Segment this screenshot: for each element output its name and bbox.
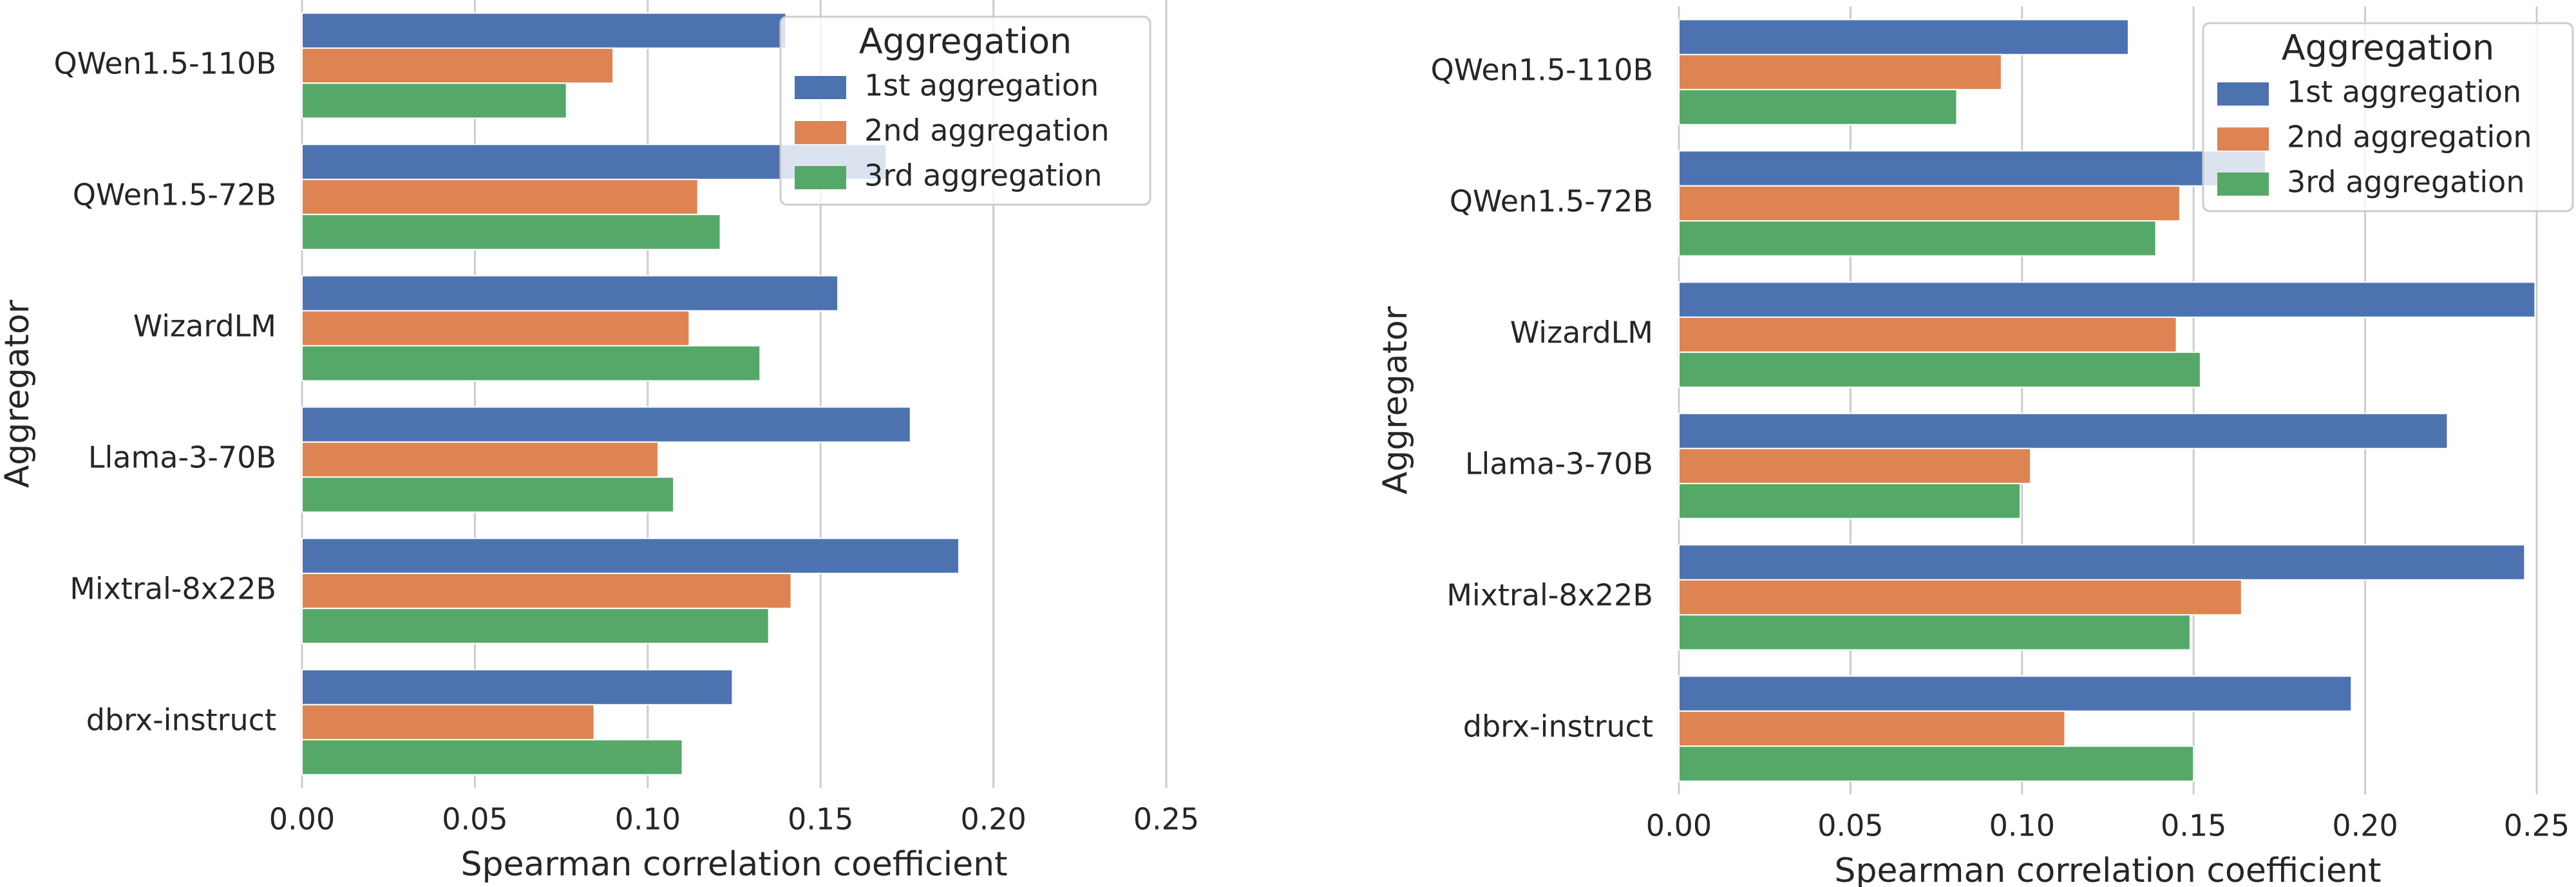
y-tick-label: dbrx-instruct [86,703,276,738]
bar [1678,447,2032,485]
y-tick-label: WizardLM [133,309,276,344]
bar [301,704,595,741]
x-tick-label: 0.25 [1133,802,1199,837]
legend-title: Aggregation [859,21,1072,62]
bar [1678,483,2022,519]
bar [1678,220,2157,257]
bar [1678,579,2242,616]
y-tick-label: Llama-3-70B [1465,447,1653,481]
bar [301,608,770,644]
y-tick-label: QWen1.5-72B [1450,184,1653,219]
legend-box [2202,22,2574,212]
x-tick-label: 0.10 [1989,808,2055,843]
legend-swatch [795,76,846,99]
y-axis-label: Aggregator [0,299,37,488]
bar [301,178,699,216]
bar [1678,150,2267,187]
x-tick-label: 0.20 [960,802,1026,837]
legend-label: 1st aggregation [864,68,1099,103]
x-tick-label: 0.00 [1646,808,1712,843]
bar [301,572,792,610]
legend-box [779,15,1151,206]
bar [301,406,911,443]
legend: Aggregation 1st aggregation 2nd aggregatio… [2202,22,2574,212]
y-tick-label: Mixtral-8x22B [70,572,276,606]
bar [1678,316,2177,353]
bar [1678,185,2181,222]
bar [1678,89,1958,126]
legend-label: 2nd aggregation [864,113,1110,148]
y-tick-label: QWen1.5-72B [73,178,276,212]
bar [301,345,761,382]
legend-swatch [795,166,846,189]
bar [301,47,614,84]
x-tick-label: 0.05 [1817,808,1883,843]
legend-label: 3rd aggregation [2287,165,2524,200]
legend-label: 1st aggregation [2287,75,2521,109]
legend-label: 2nd aggregation [2287,120,2532,154]
y-tick-label: QWen1.5-110B [1430,53,1653,88]
subplot: 0.00 0.05 0.10 0.15 0.20 0.25 Spearman correla… [0,0,1199,884]
y-tick-label: dbrx-instruct [1463,709,1653,744]
bar [301,310,690,347]
bar [301,12,787,49]
bar [301,275,839,312]
x-tick-label: 0.15 [788,802,853,837]
legend-swatch [2217,82,2269,106]
bar [1678,675,2353,712]
bar [1678,413,2448,449]
bar [301,537,960,574]
x-tick-label: 0.15 [2161,808,2226,843]
subplot: 0.00 0.05 0.10 0.15 0.20 0.25 Spearman correla… [1376,6,2574,887]
legend: Aggregation 1st aggregation 2nd aggregatio… [779,15,1151,206]
x-tick-label: 0.25 [2504,808,2570,843]
x-tick-label: 0.00 [269,802,335,837]
bar [1678,710,2066,747]
legend-swatch [2217,127,2269,151]
x-tick-label: 0.20 [2332,808,2398,843]
x-tick-label: 0.10 [615,802,681,837]
y-tick-label: WizardLM [1510,315,1653,350]
x-tick-label: 0.05 [442,802,507,837]
legend-title: Aggregation [2282,28,2495,68]
bar [301,82,567,119]
bar [301,476,675,513]
y-tick-label: QWen1.5-110B [53,46,276,81]
x-axis-label: Spearman correlation coefficient [461,845,1008,884]
bar [1678,745,2195,782]
bar [1678,351,2201,388]
bar [301,214,721,250]
legend-swatch [795,121,846,144]
bar [1678,281,2536,318]
bar [1678,614,2191,651]
y-tick-label: Llama-3-70B [88,440,276,475]
bar [301,441,659,478]
bar [301,739,683,776]
bar [1678,544,2526,581]
bar [1678,19,2129,55]
legend-swatch [2217,173,2269,196]
y-axis-label: Aggregator [1376,306,1415,494]
x-axis-label: Spearman correlation coefficient [1835,852,2382,887]
bar [301,669,734,705]
bar [1678,53,2002,91]
legend-label: 3rd aggregation [864,158,1102,193]
y-tick-label: Mixtral-8x22B [1446,578,1653,613]
